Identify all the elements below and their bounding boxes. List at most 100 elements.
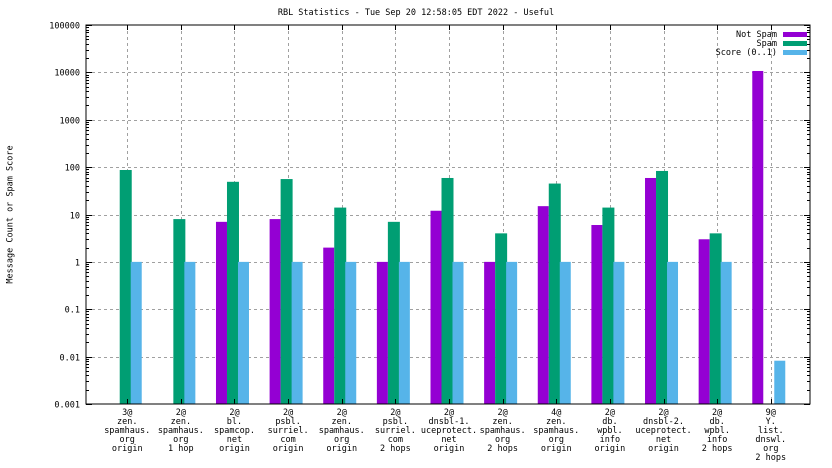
x-tick-label: 2@ — [390, 408, 400, 418]
x-tick-label: uceprotect. — [421, 426, 477, 436]
x-tick-label: 2@ — [444, 408, 454, 418]
x-tick-label: origin — [112, 444, 143, 454]
x-tick-label: 2@ — [337, 408, 347, 418]
bar-score — [774, 360, 786, 404]
x-tick-label: db. — [709, 417, 724, 427]
x-tick-label: origin — [219, 444, 250, 454]
bar-spam — [495, 233, 508, 404]
bar-score — [130, 261, 142, 404]
legend-label: Score (0..1) — [716, 48, 777, 58]
x-tick-label: 2 hops — [755, 453, 786, 463]
x-tick-label: zen. — [171, 417, 191, 427]
x-tick-label: spamhaus. — [533, 426, 579, 436]
x-tick-label: 2@ — [498, 408, 508, 418]
y-tick-label: 100000 — [49, 22, 80, 32]
y-axis-ticks: 0.001 0.01 0.1 1 10 100 1000 10000 100000 — [49, 22, 810, 411]
x-tick-label: org — [763, 444, 778, 454]
x-tick-label: 4@ — [551, 408, 561, 418]
x-tick-label: origin — [273, 444, 304, 454]
x-tick-label: origin — [541, 444, 572, 454]
x-tick-label: org — [334, 435, 349, 445]
x-tick-label: db. — [602, 417, 617, 427]
x-tick-label: spamhaus. — [480, 426, 526, 436]
bar-not-spam — [645, 177, 657, 404]
x-tick-label: zen. — [117, 417, 137, 427]
x-tick-label: surriel. — [268, 426, 309, 436]
x-tick-label: 2@ — [229, 408, 239, 418]
bar-spam — [441, 177, 454, 404]
x-tick-label: spamhaus. — [319, 426, 365, 436]
bar-score — [237, 261, 249, 404]
x-tick-label: 2@ — [658, 408, 668, 418]
x-tick-label: org — [495, 435, 510, 445]
bar-spam — [280, 179, 293, 404]
y-tick-label: 10000 — [54, 69, 80, 79]
x-tick-label: zen. — [492, 417, 512, 427]
bar-spam — [602, 207, 615, 404]
legend-swatch — [783, 50, 807, 55]
x-tick-label: psbl. — [383, 417, 409, 427]
y-tick-label: 0.001 — [54, 401, 80, 411]
x-tick-label: org — [549, 435, 564, 445]
x-tick-label: dnsbl-1. — [429, 417, 470, 427]
bar-not-spam — [323, 247, 335, 404]
bar-score — [559, 261, 571, 404]
bar-score — [667, 261, 679, 404]
bar-not-spam — [484, 261, 496, 404]
y-tick-label: 1000 — [60, 117, 80, 127]
x-tick-label: 2@ — [605, 408, 615, 418]
bar-not-spam — [269, 219, 281, 404]
y-tick-label: 10 — [70, 212, 80, 222]
x-tick-label: origin — [326, 444, 357, 454]
x-tick-label: bl. — [227, 417, 242, 427]
x-tick-label: wpbl. — [597, 426, 623, 436]
bar-not-spam — [376, 261, 388, 404]
bar-score — [506, 261, 518, 404]
bar-spam — [226, 181, 239, 404]
bar-spam — [119, 169, 132, 404]
legend-label: Spam — [757, 39, 777, 49]
x-tick-label: com — [280, 435, 295, 445]
x-tick-label: dnsbl-2. — [643, 417, 684, 427]
x-tick-label: 2 hops — [487, 444, 518, 454]
bar-score — [291, 261, 303, 404]
x-tick-label: psbl. — [275, 417, 301, 427]
x-tick-label: net — [656, 435, 671, 445]
x-tick-label: origin — [648, 444, 679, 454]
bar-not-spam — [430, 210, 442, 404]
legend-label: Not Spam — [736, 30, 777, 40]
bar-not-spam — [752, 70, 764, 404]
x-tick-label: spamhaus. — [158, 426, 204, 436]
bars — [119, 70, 786, 404]
legend-swatch — [783, 32, 807, 37]
bar-not-spam — [215, 221, 227, 404]
bar-score — [452, 261, 464, 404]
bar-spam — [656, 170, 669, 404]
x-tick-label: info — [707, 435, 727, 445]
chart-title: RBL Statistics - Tue Sep 20 12:58:05 EDT… — [278, 8, 554, 18]
y-tick-label: 0.1 — [65, 306, 80, 316]
bar-not-spam — [591, 225, 603, 404]
x-tick-label: spamcop. — [214, 426, 255, 436]
y-tick-label: 1 — [75, 259, 80, 269]
bar-spam — [548, 183, 561, 404]
x-tick-label: uceprotect. — [635, 426, 691, 436]
x-tick-label: com — [388, 435, 403, 445]
x-tick-label: info — [600, 435, 620, 445]
y-axis-label: Message Count or Spam Score — [6, 145, 16, 283]
bar-not-spam — [698, 239, 710, 404]
x-tick-label: 2 hops — [380, 444, 411, 454]
x-tick-label: net — [227, 435, 242, 445]
x-tick-label: 2 hops — [702, 444, 733, 454]
x-tick-label: dnswl. — [755, 435, 786, 445]
x-tick-label: 2@ — [712, 408, 722, 418]
x-axis-labels: 3@zen.spamhaus.orgorigin2@zen.spamhaus.o… — [104, 408, 786, 463]
x-tick-label: Y. — [766, 417, 776, 427]
plot-frame — [85, 24, 811, 405]
bar-score — [398, 261, 410, 404]
x-tick-label: list. — [758, 426, 784, 436]
bar-not-spam — [537, 206, 549, 404]
bar-score — [184, 261, 196, 404]
